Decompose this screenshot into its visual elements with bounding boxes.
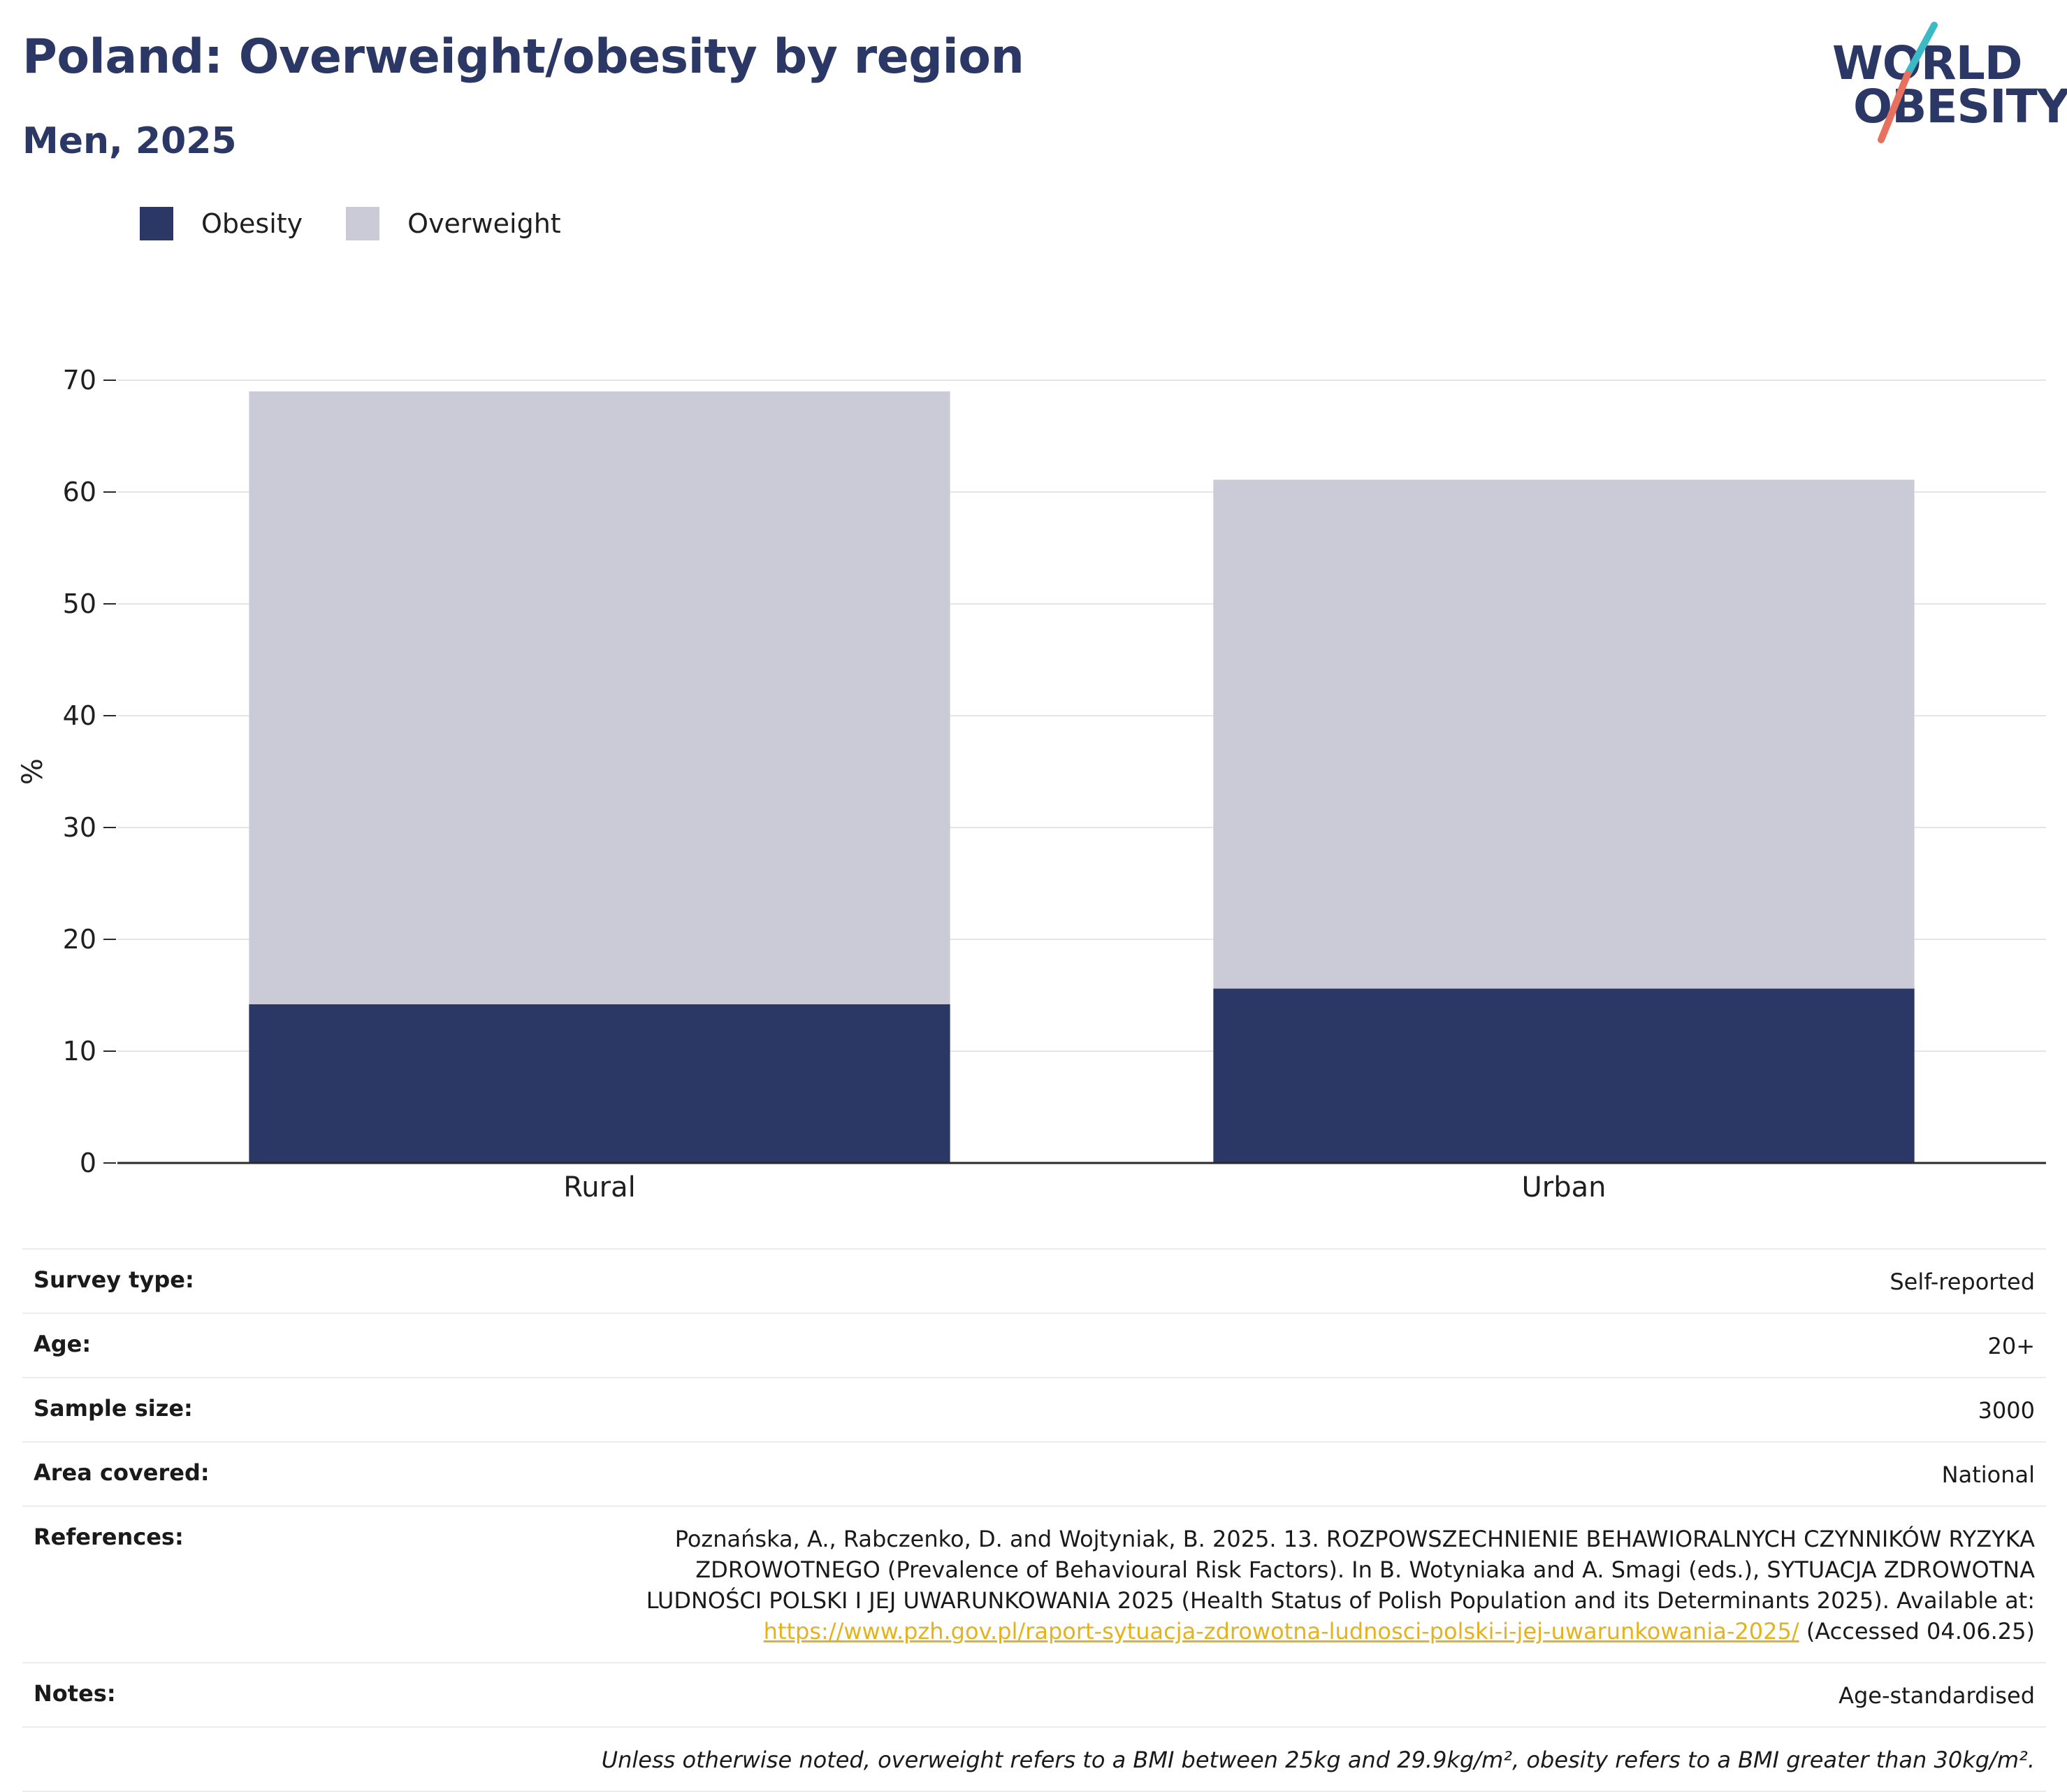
x-tick-label: Rural	[563, 1171, 635, 1204]
references-label: References:	[34, 1524, 184, 1550]
x-tick-label: Urban	[1522, 1171, 1607, 1204]
info-row-disclaimer: Unless otherwise noted, overweight refer…	[22, 1728, 2046, 1792]
sample-size-label: Sample size:	[34, 1395, 193, 1422]
survey-type-value: Self-reported	[1890, 1269, 2035, 1295]
y-tick-label: 40	[63, 700, 96, 731]
references-accessed: (Accessed 04.06.25)	[1799, 1618, 2035, 1645]
y-tick-label: 60	[63, 477, 96, 507]
chart-legend: Obesity Overweight	[140, 207, 604, 240]
bmi-disclaimer: Unless otherwise noted, overweight refer…	[601, 1747, 2035, 1773]
legend-swatch-obesity	[140, 207, 173, 240]
survey-type-label: Survey type:	[34, 1266, 194, 1293]
page-subtitle: Men, 2025	[22, 120, 237, 162]
references-value: Poznańska, A., Rabczenko, D. and Wojtyni…	[637, 1524, 2035, 1647]
y-tick-label: 70	[63, 365, 96, 396]
page-title: Poland: Overweight/obesity by region	[22, 29, 1024, 85]
info-row-sample-size: Sample size: 3000	[22, 1378, 2046, 1443]
y-tick-label: 20	[63, 924, 96, 955]
bar-rural-obesity	[249, 1004, 950, 1163]
area-covered-label: Area covered:	[34, 1459, 210, 1486]
bars	[249, 391, 1915, 1163]
legend-item-obesity: Obesity	[140, 207, 303, 240]
axes: 0 10 20 30 40 50 60 70 Rural Urban	[63, 365, 2046, 1204]
legend-label-overweight: Overweight	[407, 208, 561, 239]
y-tick-label: 10	[63, 1036, 96, 1067]
survey-info-table: Survey type: Self-reported Age: 20+ Samp…	[22, 1248, 2046, 1792]
notes-value: Age-standardised	[1838, 1682, 2035, 1709]
legend-item-overweight: Overweight	[346, 207, 561, 240]
y-axis-label: %	[17, 758, 49, 785]
y-tick-label: 50	[63, 588, 96, 619]
world-obesity-logo: WORLD OBESITY	[1817, 20, 2067, 145]
legend-label-obesity: Obesity	[201, 208, 303, 239]
sample-size-value: 3000	[1978, 1397, 2035, 1424]
info-row-notes: Notes: Age-standardised	[22, 1663, 2046, 1728]
references-text: Poznańska, A., Rabczenko, D. and Wojtyni…	[646, 1526, 2035, 1614]
info-row-age: Age: 20+	[22, 1314, 2046, 1378]
info-row-area-covered: Area covered: National	[22, 1443, 2046, 1507]
bar-urban-obesity	[1213, 988, 1915, 1163]
legend-swatch-overweight	[346, 207, 380, 240]
area-covered-value: National	[1941, 1461, 2035, 1488]
bar-urban-overweight	[1213, 479, 1915, 989]
stacked-bar-chart: 0 10 20 30 40 50 60 70 Rural Urban %	[17, 365, 2046, 1204]
y-tick-label: 30	[63, 812, 96, 843]
info-row-references: References: Poznańska, A., Rabczenko, D.…	[22, 1507, 2046, 1663]
age-value: 20+	[1987, 1333, 2035, 1359]
logo-slash-icon	[1878, 22, 1938, 143]
info-row-survey-type: Survey type: Self-reported	[22, 1250, 2046, 1314]
references-link[interactable]: https://www.pzh.gov.pl/raport-sytuacja-z…	[763, 1618, 1799, 1645]
age-label: Age:	[34, 1331, 92, 1357]
notes-label: Notes:	[34, 1680, 116, 1707]
y-tick-label: 0	[80, 1148, 96, 1178]
logo-line-1: WORLD	[1832, 36, 2023, 90]
bar-rural-overweight	[249, 391, 950, 1004]
